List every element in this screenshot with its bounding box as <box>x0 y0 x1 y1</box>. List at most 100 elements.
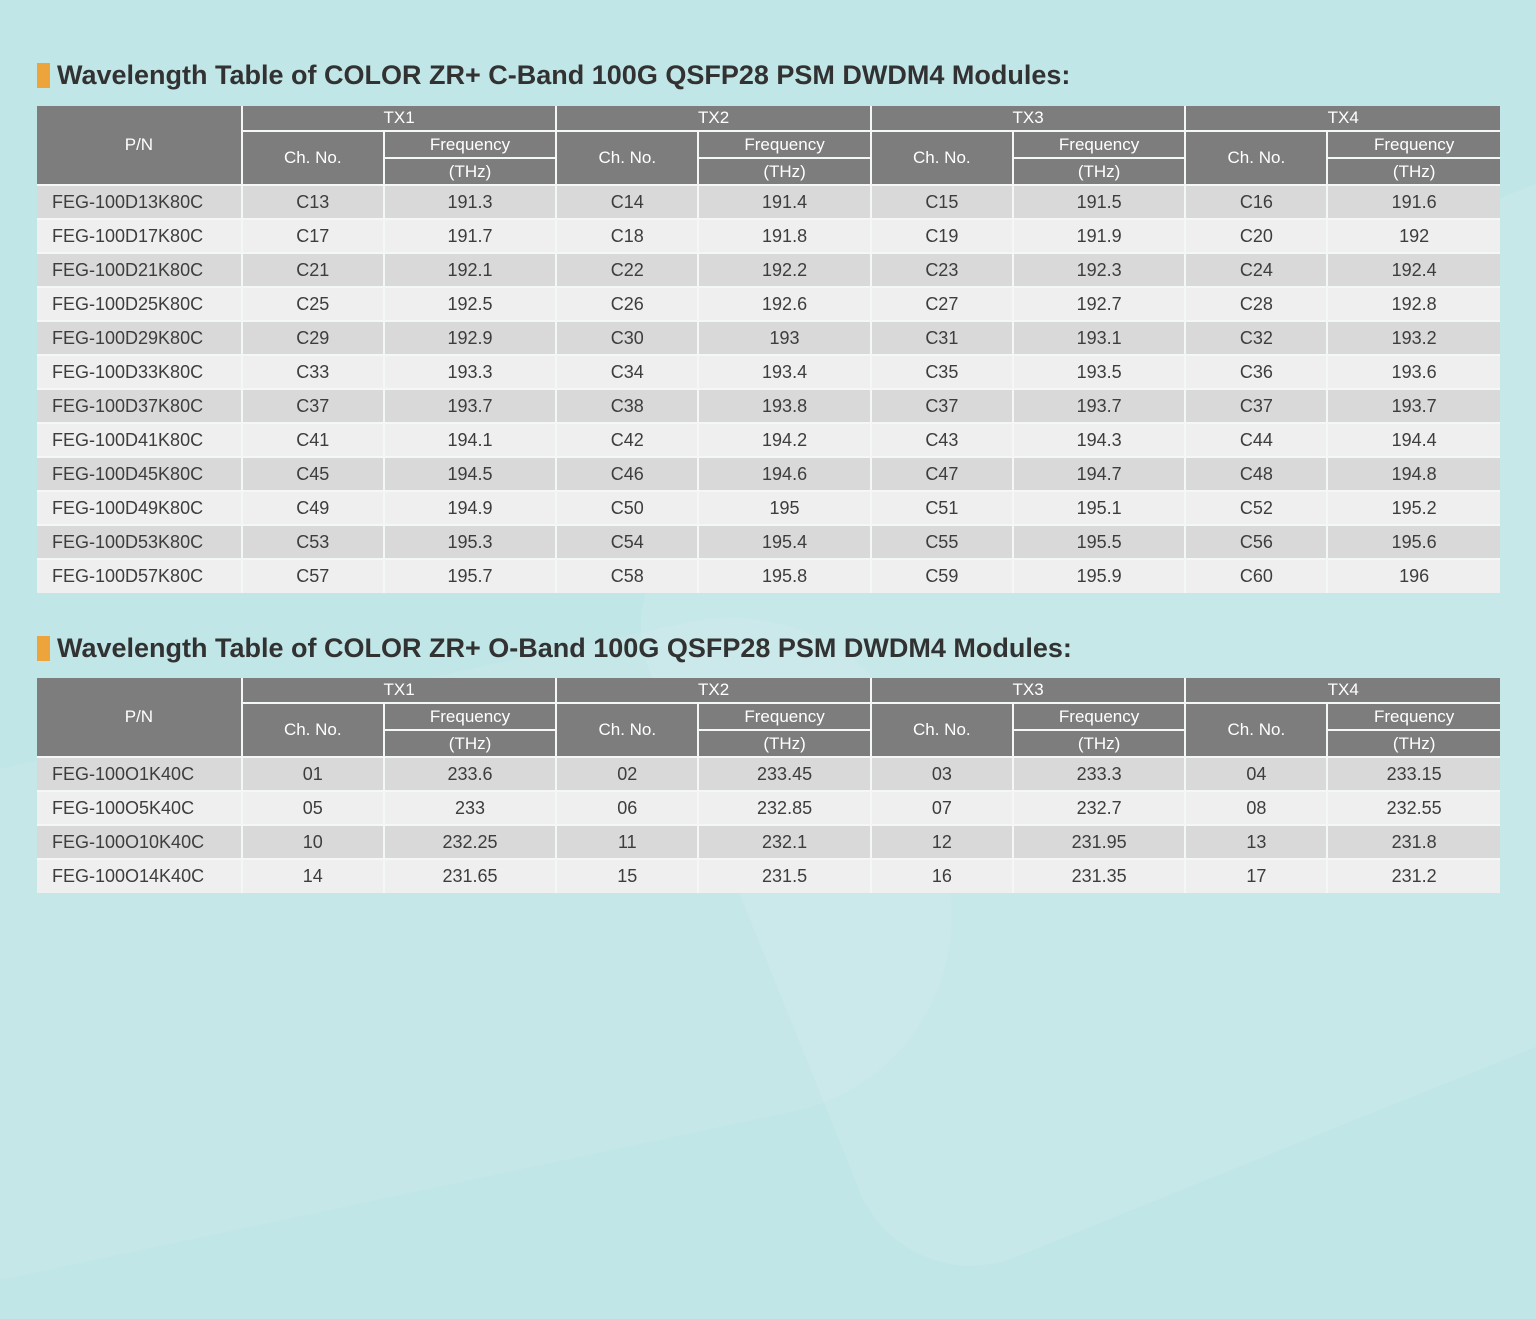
cell-frequency: 232.55 <box>1326 790 1501 826</box>
cell-frequency: 193.7 <box>1011 388 1187 424</box>
cell-frequency: 193.7 <box>382 388 558 424</box>
thz-unit-header: (THz) <box>1011 157 1187 186</box>
pn-column-header: P/N <box>36 677 243 758</box>
cell-frequency: 192.7 <box>1011 286 1187 322</box>
cell-channel: C37 <box>240 388 385 424</box>
table-row: FEG-100O1K40C 01 233.6 02 233.45 03 233.3 04 233… <box>36 756 1501 792</box>
cell-channel: C48 <box>1184 456 1329 492</box>
cell-frequency: 232.85 <box>697 790 872 826</box>
ch-no-header: Ch. No. <box>869 130 1014 186</box>
cell-frequency: 231.2 <box>1326 858 1501 894</box>
section-title-text: Wavelength Table of COLOR ZR+ C-Band 100… <box>57 60 1071 90</box>
orange-bullet-icon <box>37 63 50 88</box>
cell-channel: C20 <box>1184 218 1329 254</box>
table-row: FEG-100O10K40C 10 232.25 11 232.1 12 231.95 13 2… <box>36 824 1501 860</box>
cell-channel: C33 <box>240 354 385 390</box>
ch-no-header: Ch. No. <box>555 702 700 758</box>
cell-channel: 13 <box>1184 824 1329 860</box>
cell-channel: 06 <box>555 790 700 826</box>
cell-frequency: 231.8 <box>1326 824 1501 860</box>
cell-frequency: 193.8 <box>697 388 872 424</box>
cell-channel: 14 <box>240 858 385 894</box>
cell-part-number: FEG-100D41K80C <box>36 422 243 458</box>
cell-channel: C15 <box>869 184 1014 220</box>
cell-frequency: 193.1 <box>1011 320 1187 356</box>
table-header: P/N TX1 TX2 TX3 TX4 Ch. No. Frequency Ch… <box>36 105 1501 186</box>
cell-frequency: 233 <box>382 790 558 826</box>
cell-part-number: FEG-100D37K80C <box>36 388 243 424</box>
table-body: FEG-100D13K80C C13 191.3 C14 191.4 C15 191.5 C1… <box>36 184 1501 594</box>
cell-channel: C35 <box>869 354 1014 390</box>
thz-unit-header: (THz) <box>1011 729 1187 758</box>
cell-part-number: FEG-100O10K40C <box>36 824 243 860</box>
cell-channel: C19 <box>869 218 1014 254</box>
cell-part-number: FEG-100D33K80C <box>36 354 243 390</box>
frequency-header: Frequency <box>1011 130 1187 159</box>
cell-part-number: FEG-100O14K40C <box>36 858 243 894</box>
cell-frequency: 195.3 <box>382 524 558 560</box>
tx1-group-header: TX1 <box>240 677 558 704</box>
tx1-group-header: TX1 <box>240 105 558 132</box>
table-row: FEG-100D45K80C C45 194.5 C46 194.6 C47 194.7 C4… <box>36 456 1501 492</box>
cell-channel: C34 <box>555 354 700 390</box>
cband-wavelength-table: P/N TX1 TX2 TX3 TX4 Ch. No. Frequency Ch… <box>36 105 1501 594</box>
ch-no-header: Ch. No. <box>240 702 385 758</box>
cell-channel: C49 <box>240 490 385 526</box>
oband-wavelength-table: P/N TX1 TX2 TX3 TX4 Ch. No. Frequency Ch… <box>36 677 1501 894</box>
table-row: FEG-100D21K80C C21 192.1 C22 192.2 C23 192.3 C2… <box>36 252 1501 288</box>
cell-frequency: 193.6 <box>1326 354 1501 390</box>
cell-frequency: 191.7 <box>382 218 558 254</box>
cell-channel: C42 <box>555 422 700 458</box>
cell-frequency: 194.7 <box>1011 456 1187 492</box>
cell-part-number: FEG-100O1K40C <box>36 756 243 792</box>
cell-channel: C51 <box>869 490 1014 526</box>
frequency-header: Frequency <box>1326 702 1501 731</box>
cell-frequency: 195.6 <box>1326 524 1501 560</box>
cell-frequency: 232.25 <box>382 824 558 860</box>
cell-channel: C45 <box>240 456 385 492</box>
table-row: FEG-100D13K80C C13 191.3 C14 191.4 C15 191.5 C1… <box>36 184 1501 220</box>
cell-channel: 02 <box>555 756 700 792</box>
table-body: FEG-100O1K40C 01 233.6 02 233.45 03 233.3 04 233… <box>36 756 1501 894</box>
cell-part-number: FEG-100D49K80C <box>36 490 243 526</box>
cell-frequency: 192 <box>1326 218 1501 254</box>
cell-frequency: 195 <box>697 490 872 526</box>
cell-channel: C60 <box>1184 558 1329 594</box>
oband-section-title: Wavelength Table of COLOR ZR+ O-Band 100… <box>37 633 1072 664</box>
cell-frequency: 192.9 <box>382 320 558 356</box>
cell-channel: C46 <box>555 456 700 492</box>
datasheet-page: Wavelength Table of COLOR ZR+ C-Band 100… <box>36 60 1501 894</box>
cell-channel: C26 <box>555 286 700 322</box>
ch-no-header: Ch. No. <box>1184 130 1329 186</box>
cell-channel: C25 <box>240 286 385 322</box>
table-row: FEG-100D49K80C C49 194.9 C50 195 C51 195.1 C52 1… <box>36 490 1501 526</box>
cell-channel: C14 <box>555 184 700 220</box>
cell-frequency: 194.8 <box>1326 456 1501 492</box>
cell-channel: C43 <box>869 422 1014 458</box>
thz-unit-header: (THz) <box>697 729 872 758</box>
cell-frequency: 192.4 <box>1326 252 1501 288</box>
cell-channel: C18 <box>555 218 700 254</box>
table-row: FEG-100O5K40C 05 233 06 232.85 07 232.7 08 232.5… <box>36 790 1501 826</box>
cell-channel: C16 <box>1184 184 1329 220</box>
cell-frequency: 191.5 <box>1011 184 1187 220</box>
cell-channel: C21 <box>240 252 385 288</box>
table-row: FEG-100D17K80C C17 191.7 C18 191.8 C19 191.9 C2… <box>36 218 1501 254</box>
cell-frequency: 192.2 <box>697 252 872 288</box>
tx3-group-header: TX3 <box>869 677 1187 704</box>
cell-channel: 16 <box>869 858 1014 894</box>
cell-frequency: 194.9 <box>382 490 558 526</box>
table-row: FEG-100D25K80C C25 192.5 C26 192.6 C27 192.7 C2… <box>36 286 1501 322</box>
cell-frequency: 232.7 <box>1011 790 1187 826</box>
cell-part-number: FEG-100O5K40C <box>36 790 243 826</box>
cell-channel: 11 <box>555 824 700 860</box>
cell-channel: C38 <box>555 388 700 424</box>
cell-frequency: 192.5 <box>382 286 558 322</box>
cell-channel: C29 <box>240 320 385 356</box>
thz-unit-header: (THz) <box>382 157 558 186</box>
tx4-group-header: TX4 <box>1184 677 1501 704</box>
cell-frequency: 192.3 <box>1011 252 1187 288</box>
tx4-group-header: TX4 <box>1184 105 1501 132</box>
cell-channel: C37 <box>1184 388 1329 424</box>
cell-frequency: 231.5 <box>697 858 872 894</box>
